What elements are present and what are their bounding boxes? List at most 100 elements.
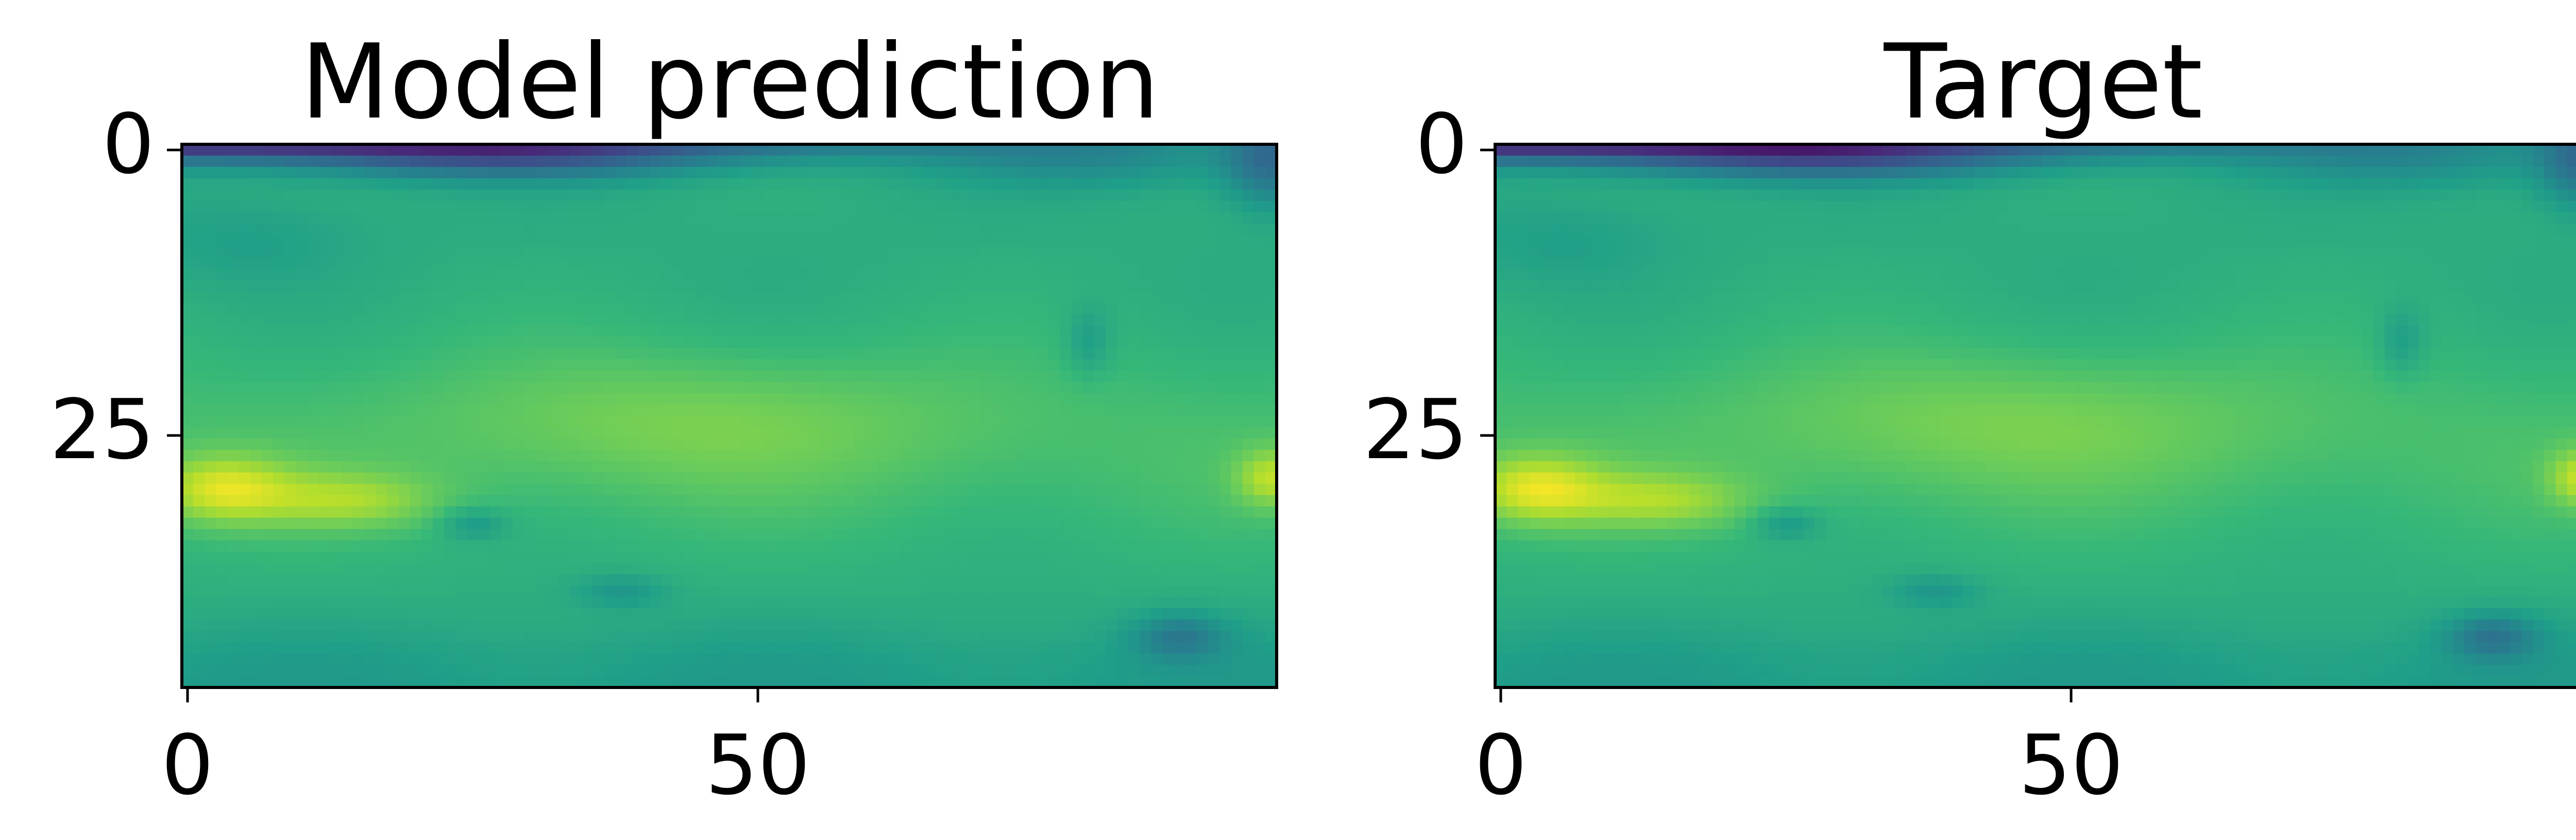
heatmap-cell <box>2373 178 2385 190</box>
heatmap-cell <box>900 337 912 348</box>
heatmap-cell <box>341 234 353 247</box>
heatmap-cell <box>330 665 342 677</box>
heatmap-cell <box>193 382 205 394</box>
heatmap-cell <box>1219 280 1232 292</box>
heatmap-cell <box>1185 517 1197 530</box>
heatmap-cell <box>341 359 353 371</box>
heatmap-cell <box>1037 608 1049 620</box>
heatmap-cell <box>740 461 753 473</box>
heatmap-cell <box>1105 393 1117 405</box>
heatmap-cell <box>1071 382 1083 394</box>
heatmap-cell <box>1185 155 1197 167</box>
heatmap-cell <box>398 461 411 473</box>
heatmap-cell <box>1140 608 1152 620</box>
heatmap-cell <box>1082 189 1095 201</box>
heatmap-cell <box>558 405 570 416</box>
heatmap-cell <box>501 189 513 201</box>
heatmap-cell <box>672 665 684 677</box>
heatmap-cell <box>877 189 889 201</box>
heatmap-cell <box>330 642 342 654</box>
heatmap-cell <box>729 608 741 620</box>
heatmap-cell <box>558 574 570 586</box>
heatmap-cell <box>569 234 582 247</box>
heatmap-cell <box>421 529 433 541</box>
heatmap-cell <box>330 676 342 688</box>
heatmap-cell <box>991 619 1004 631</box>
heatmap-cell <box>923 472 935 484</box>
heatmap-cell <box>273 416 285 428</box>
heatmap-cell <box>1128 280 1140 292</box>
heatmap-cell <box>1128 631 1140 643</box>
heatmap-cell <box>763 483 775 496</box>
heatmap-cell <box>318 280 331 292</box>
heatmap-cell <box>1105 337 1117 348</box>
heatmap-cell <box>615 405 627 416</box>
heatmap-cell <box>1003 563 1015 575</box>
heatmap-cell <box>1026 166 1038 179</box>
heatmap-cell <box>718 337 730 348</box>
heatmap-cell <box>1105 472 1117 484</box>
heatmap-cell <box>740 303 753 314</box>
heatmap-cell <box>1128 178 1140 190</box>
heatmap-cell <box>216 540 228 552</box>
heatmap-cell <box>547 144 559 156</box>
heatmap-cell <box>307 529 319 541</box>
heatmap-cell <box>444 529 456 541</box>
heatmap-cell <box>1151 405 1163 416</box>
heatmap-cell <box>592 144 604 156</box>
heatmap-cell <box>2487 155 2499 167</box>
heatmap-cell <box>2145 178 2157 190</box>
heatmap-cell <box>706 257 718 270</box>
heatmap-cell <box>900 268 912 281</box>
heatmap-cell <box>1105 438 1117 450</box>
heatmap-cell <box>1985 144 1997 156</box>
heatmap-cell <box>1253 234 1266 247</box>
heatmap-cell <box>330 540 342 552</box>
heatmap-cell <box>318 574 331 586</box>
heatmap-cell <box>798 234 810 247</box>
heatmap-cell <box>934 291 946 304</box>
heatmap-cell <box>364 200 376 213</box>
heatmap-cell <box>1003 529 1015 541</box>
heatmap-cell <box>1231 144 1243 156</box>
heatmap-cell <box>2042 155 2055 167</box>
heatmap-cell <box>193 653 205 665</box>
heatmap-cell <box>638 529 650 541</box>
heatmap-cell <box>261 631 274 643</box>
heatmap-cell <box>2236 178 2248 190</box>
heatmap-cell <box>1197 551 1209 564</box>
heatmap-cell <box>2259 144 2271 156</box>
heatmap-cell <box>581 178 593 190</box>
heatmap-cell <box>1219 393 1232 405</box>
heatmap-cell <box>969 529 981 541</box>
heatmap-cell <box>923 461 935 473</box>
heatmap-cell <box>809 178 821 190</box>
heatmap-cell <box>626 585 639 597</box>
heatmap-cell <box>398 449 411 462</box>
heatmap-cell <box>489 314 502 326</box>
heatmap-cell <box>615 234 627 247</box>
heatmap-cell <box>740 371 753 382</box>
heatmap-cell <box>1140 438 1152 450</box>
heatmap-cell <box>592 337 604 348</box>
heatmap-cell <box>1265 189 1277 201</box>
heatmap-cell <box>1242 337 1255 348</box>
heatmap-cell <box>467 223 479 236</box>
heatmap-cell <box>911 427 924 439</box>
heatmap-cell <box>353 529 365 541</box>
heatmap-cell <box>740 223 753 236</box>
heatmap-cell <box>581 631 593 643</box>
heatmap-cell <box>330 393 342 405</box>
heatmap-cell <box>478 405 490 416</box>
heatmap-cell <box>193 472 205 484</box>
heatmap-cell <box>592 597 604 609</box>
heatmap-cell <box>1026 212 1038 224</box>
heatmap-cell <box>421 393 433 405</box>
heatmap-cell <box>604 189 616 201</box>
heatmap-cell <box>2362 144 2374 156</box>
heatmap-cell <box>592 246 604 258</box>
heatmap-cell <box>775 166 787 179</box>
heatmap-cell <box>296 574 308 586</box>
heatmap-cell <box>740 178 753 190</box>
heatmap-cell <box>1242 144 1255 156</box>
